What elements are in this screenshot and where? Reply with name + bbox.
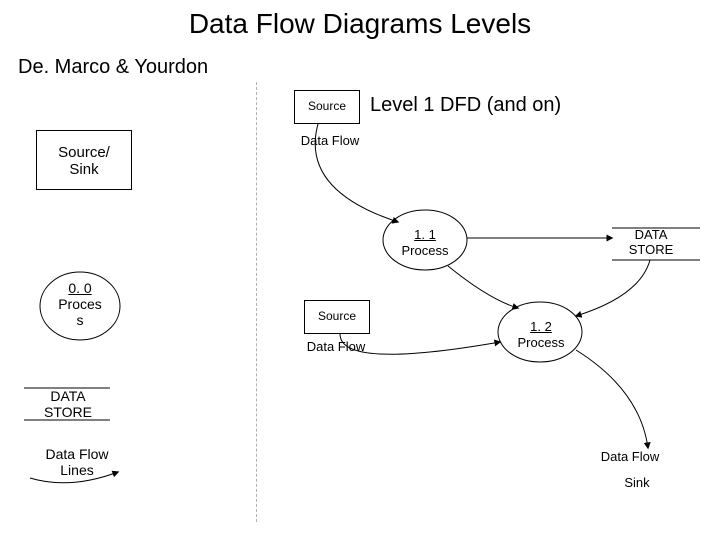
- subtitle: De. Marco & Yourdon: [18, 56, 208, 79]
- process-0-0-label: Proces s: [50, 296, 110, 328]
- source-sink-label: Source/ Sink: [36, 144, 132, 179]
- data-flow-top-label: Data Flow: [290, 134, 370, 149]
- page-title: Data Flow Diagrams Levels: [0, 8, 720, 40]
- process-0-0-id: 0. 0: [50, 280, 110, 296]
- process-1-1-label: Process: [392, 244, 458, 259]
- process-1-2-id: 1. 2: [508, 320, 574, 335]
- vertical-divider: [256, 82, 257, 522]
- process-1-1-id: 1. 1: [392, 228, 458, 243]
- data-flow-lines-label: Data Flow Lines: [32, 446, 122, 478]
- data-flow-mid-label: Data Flow: [296, 340, 376, 355]
- level-title: Level 1 DFD (and on): [370, 94, 561, 117]
- process-1-2-label: Process: [508, 336, 574, 351]
- data-store-right-label: DATA STORE: [616, 228, 686, 258]
- source-box-mid-label: Source: [304, 310, 370, 324]
- sink-label: Sink: [612, 476, 662, 491]
- source-box-top-label: Source: [294, 100, 360, 114]
- data-flow-bottom-label: Data Flow: [590, 450, 670, 465]
- data-store-left-label: DATA STORE: [28, 388, 108, 420]
